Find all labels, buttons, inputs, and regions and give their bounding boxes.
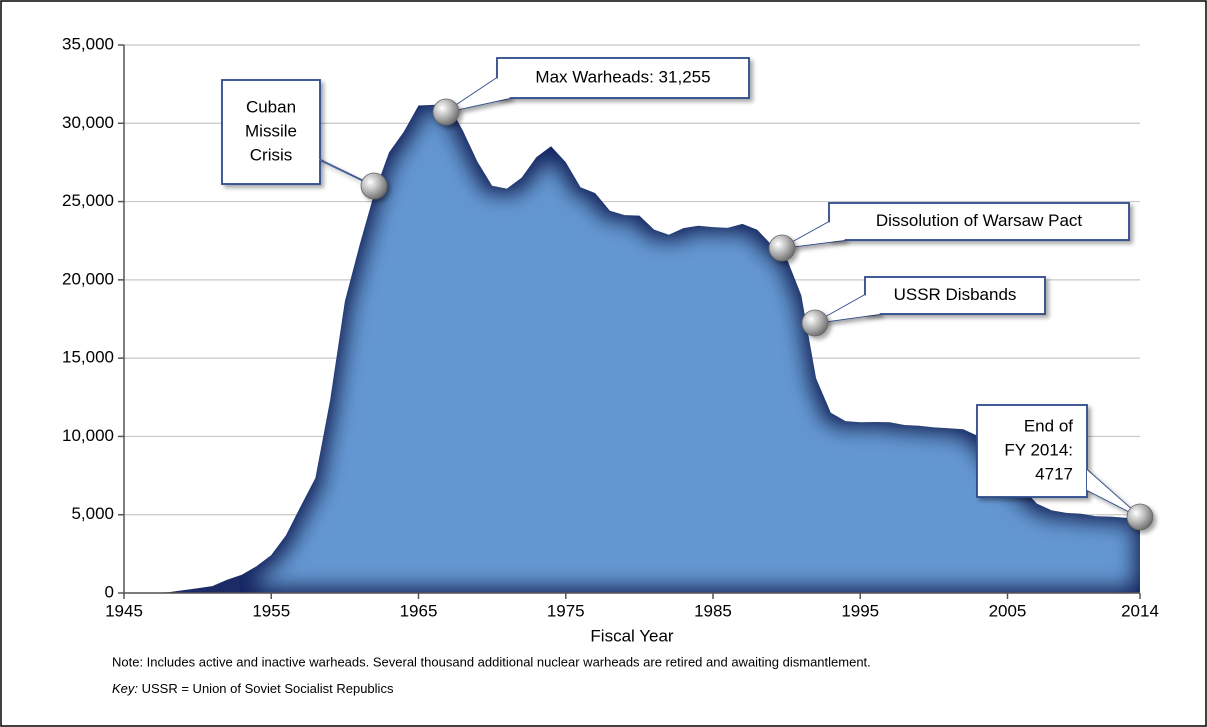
x-tick-label: 1985 <box>694 601 732 620</box>
key-label: Key: <box>112 681 138 696</box>
y-tick-label: 25,000 <box>62 191 114 210</box>
x-tick-label: 1945 <box>105 601 143 620</box>
callout-text: Dissolution of Warsaw Pact <box>876 211 1083 230</box>
callout: USSR Disbands <box>801 276 1046 337</box>
x-tick-label: 1965 <box>400 601 438 620</box>
y-tick-label: 30,000 <box>62 113 114 132</box>
x-tick-label: 1975 <box>547 601 585 620</box>
area-layer <box>124 103 1140 593</box>
callout: Max Warheads: 31,255 <box>432 57 750 126</box>
y-tick-label: 5,000 <box>71 504 114 523</box>
callout-joint <box>446 78 510 112</box>
key: Key: USSR = Union of Soviet Socialist Re… <box>112 681 394 696</box>
x-tick-label: 1955 <box>252 601 290 620</box>
callout-marker <box>768 234 796 262</box>
callout-text: Max Warheads: 31,255 <box>535 67 710 86</box>
callout: Cuban Missile Crisis <box>221 79 388 200</box>
annotations: Cuban Missile Crisis Max Warheads: 31,255 Di… <box>221 57 1154 531</box>
callout-text: FY 2014: <box>1004 440 1073 459</box>
area <box>124 103 1140 593</box>
y-tick-label: 10,000 <box>62 426 114 445</box>
callout: Dissolution of Warsaw Pact <box>768 202 1130 262</box>
callout: End of FY 2014: 4717 <box>976 404 1154 531</box>
callout-box <box>221 79 321 185</box>
callout-text: Cuban <box>246 97 296 116</box>
callout-marker <box>801 309 829 337</box>
x-tick-label: 1995 <box>841 601 879 620</box>
y-tick-label: 35,000 <box>62 34 114 53</box>
callout-joint <box>300 150 374 186</box>
callout-marker <box>360 172 388 200</box>
key-text: USSR = Union of Soviet Socialist Republi… <box>138 681 394 696</box>
x-axis-title: Fiscal Year <box>590 626 673 645</box>
callout-text: Missile <box>245 121 297 140</box>
callout-joint <box>782 222 845 248</box>
axes: 0 5,000 10,000 15,000 20,000 25,000 30,000 35,0… <box>62 34 1159 620</box>
callout-text: USSR Disbands <box>894 285 1017 304</box>
callout-box <box>828 202 1130 241</box>
callout-box <box>864 276 1046 315</box>
callout-text: 4717 <box>1035 464 1073 483</box>
y-tick-label: 0 <box>105 582 114 601</box>
callout-joint <box>1087 470 1140 517</box>
callout-text: End of <box>1024 416 1073 435</box>
x-tick-label: 2014 <box>1121 601 1159 620</box>
y-tick-label: 15,000 <box>62 348 114 367</box>
x-tick-label: 2005 <box>989 601 1027 620</box>
y-tick-label: 20,000 <box>62 269 114 288</box>
callout-text: Crisis <box>250 145 293 164</box>
callout-marker <box>1126 503 1154 531</box>
note: Note: Includes active and inactive warhe… <box>112 654 871 669</box>
callout-joint <box>815 295 880 323</box>
callout-marker <box>432 98 460 126</box>
callout-box <box>976 404 1088 498</box>
